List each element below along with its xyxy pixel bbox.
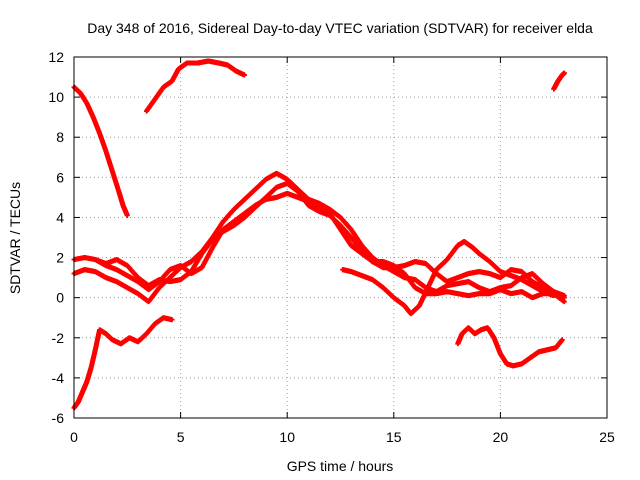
y-tick-label: 6 (56, 169, 64, 185)
data-point-marker (559, 337, 565, 343)
x-tick-label: 20 (493, 429, 509, 445)
gridlines (74, 57, 607, 418)
series-arc-2 (143, 58, 248, 114)
y-tick-label: 8 (56, 129, 64, 145)
y-axis-label: SDTVAR / TECUs (7, 182, 23, 294)
series-arc-7 (340, 239, 557, 317)
y-tick-label: 0 (56, 290, 64, 306)
data-point-marker (561, 299, 567, 305)
y-tick-label: 4 (56, 209, 64, 225)
data-point-marker (242, 72, 248, 78)
series-arc-5 (71, 170, 567, 305)
y-tick-label: 10 (48, 89, 64, 105)
data-points (71, 58, 567, 411)
chart-title: Day 348 of 2016, Sidereal Day-to-day VTE… (87, 20, 593, 36)
series-arc-9 (455, 325, 565, 369)
y-tick-label: -2 (52, 330, 65, 346)
x-tick-label: 15 (386, 429, 402, 445)
data-point-marker (169, 317, 175, 323)
y-tick-label: -4 (52, 370, 65, 386)
y-tick-label: 12 (48, 49, 64, 65)
series-arc-8 (71, 315, 175, 411)
x-tick-label: 25 (599, 429, 615, 445)
y-tick-label: -6 (52, 410, 65, 426)
x-axis-label: GPS time / hours (287, 458, 394, 474)
x-tick-label: 5 (177, 429, 185, 445)
x-tick-label: 0 (70, 429, 78, 445)
series-arc-3 (551, 70, 567, 92)
series-arc-1 (71, 84, 130, 218)
x-tick-label: 10 (279, 429, 295, 445)
data-point-marker (551, 293, 557, 299)
y-tick-label: 2 (56, 250, 64, 266)
axis-ticks: 0 5 10 15 20 25 -6 -4 -2 0 2 4 6 8 10 12 (48, 49, 615, 445)
series-arc-4 (71, 180, 567, 299)
data-point-marker (124, 212, 130, 218)
plot-frame (73, 56, 608, 419)
data-point-marker (561, 70, 567, 76)
